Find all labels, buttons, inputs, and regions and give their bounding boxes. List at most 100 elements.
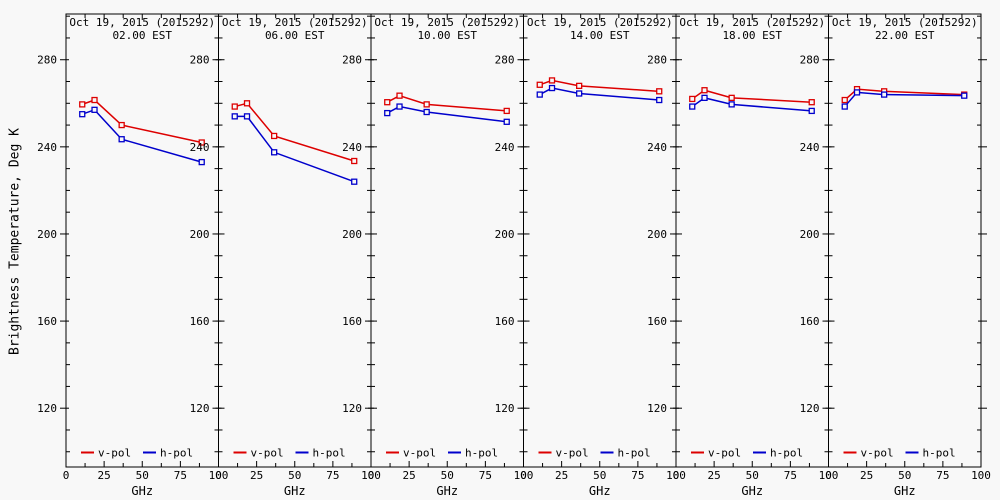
panel-subtitle: 22.00 EST [875,29,935,42]
x-tick-label: 50 [441,469,454,482]
x-tick-label: 25 [250,469,263,482]
h-pol-marker [536,91,543,98]
panel-2: 280 240 200 160 120 0 25 50 75 100 GHz Oct 19, 2015… [342,13,534,498]
y-tick-label: 200 [800,228,820,241]
y-tick-label: 280 [647,54,667,67]
y-tick-label: 280 [190,54,210,67]
h-pol-marker [656,96,663,104]
x-tick-label: 75 [784,469,797,482]
x-tick-label: 75 [174,469,187,482]
v-pol-line [844,88,965,101]
legend-h-pol-label: h-pol [618,447,651,460]
x-tick-label: 100 [666,469,686,482]
legend-h-pol-label: h-pol [465,447,498,460]
panel-1: 280 240 200 160 120 0 25 50 75 100 GHz Oct 19, 2015… [190,13,381,498]
y-tick-label: 200 [342,228,362,241]
panel-0: 280 240 200 160 120 0 25 50 75 100 GHz Oct 19, 2015… [37,13,228,498]
v-pol-marker [423,101,430,108]
y-tick-label: 240 [190,141,210,154]
panel-legend: v-pol h-pol [81,447,193,460]
h-pol-marker [423,108,430,116]
y-tick-label: 160 [647,315,667,328]
v-pol-marker [243,100,251,107]
y-tick-label: 240 [647,141,667,154]
h-pol-line [691,97,812,112]
h-pol-marker [701,94,708,101]
y-tick-label: 160 [37,315,57,328]
x-tick-label: 100 [361,469,381,482]
x-tick-label: 0 [63,469,70,482]
x-tick-label: 0 [215,469,222,482]
x-axis-unit-label: GHz [131,484,153,498]
v-pol-marker [79,101,86,108]
v-pol-marker [118,121,125,129]
v-pol-marker [536,81,543,88]
legend-h-pol-label: h-pol [923,447,956,460]
y-tick-label: 160 [800,315,820,328]
legend-v-pol-label: v-pol [403,447,436,460]
h-pol-marker [231,113,238,120]
y-tick-label: 160 [190,315,210,328]
legend-v-pol-label: v-pol [556,447,589,460]
h-pol-marker [384,109,391,117]
x-axis-unit-label: GHz [436,484,458,498]
panel-title: Oct 19, 2015 (2015292) [374,16,520,29]
y-tick-label: 240 [495,141,515,154]
h-pol-line [844,91,965,108]
panel-title: Oct 19, 2015 (2015292) [832,16,978,29]
x-tick-label: 75 [631,469,644,482]
y-tick-label: 280 [800,54,820,67]
x-tick-label: 0 [673,469,680,482]
x-tick-label: 100 [819,469,839,482]
h-pol-marker [91,106,98,113]
x-tick-label: 75 [326,469,339,482]
v-pol-line [691,89,812,103]
y-tick-label: 280 [37,54,57,67]
v-pol-marker [576,82,583,90]
y-tick-label: 200 [37,228,57,241]
h-pol-marker [808,107,815,115]
x-tick-label: 50 [898,469,911,482]
h-pol-line [386,105,507,123]
h-pol-marker [118,136,125,143]
panel-legend: v-pol h-pol [843,447,956,460]
x-axis-unit-label: GHz [589,484,611,498]
panel-legend: v-pol h-pol [233,447,346,460]
v-pol-marker [91,96,98,104]
x-tick-label: 50 [593,469,606,482]
v-pol-marker [271,132,278,140]
v-pol-marker [503,107,510,115]
x-tick-label: 75 [936,469,949,482]
x-tick-label: 100 [971,469,991,482]
v-pol-line [386,94,507,112]
v-pol-marker [548,77,556,84]
x-tick-label: 25 [98,469,111,482]
x-axis-unit-label: GHz [284,484,306,498]
y-tick-label: 280 [495,54,515,67]
y-tick-label: 240 [342,141,362,154]
x-tick-label: 25 [860,469,873,482]
panel-legend: v-pol h-pol [538,447,651,460]
y-tick-label: 280 [342,54,362,67]
legend-v-pol-label: v-pol [708,447,741,460]
panel-subtitle: 10.00 EST [417,29,477,42]
x-tick-label: 25 [708,469,721,482]
v-pol-marker [808,99,815,106]
v-pol-marker [728,94,735,101]
h-pol-marker [396,103,403,110]
v-pol-marker [841,96,848,104]
v-pol-line [234,102,355,162]
v-pol-marker [396,92,403,99]
panel-title: Oct 19, 2015 (2015292) [527,16,673,29]
x-tick-label: 0 [825,469,832,482]
v-pol-marker [384,99,391,106]
x-tick-label: 50 [288,469,301,482]
x-axis-unit-label: GHz [894,484,916,498]
v-pol-marker [351,157,358,165]
x-tick-label: 100 [514,469,534,482]
v-pol-line [539,79,660,93]
v-pol-marker [689,95,696,103]
panel-title: Oct 19, 2015 (2015292) [222,16,368,29]
y-tick-label: 200 [647,228,667,241]
